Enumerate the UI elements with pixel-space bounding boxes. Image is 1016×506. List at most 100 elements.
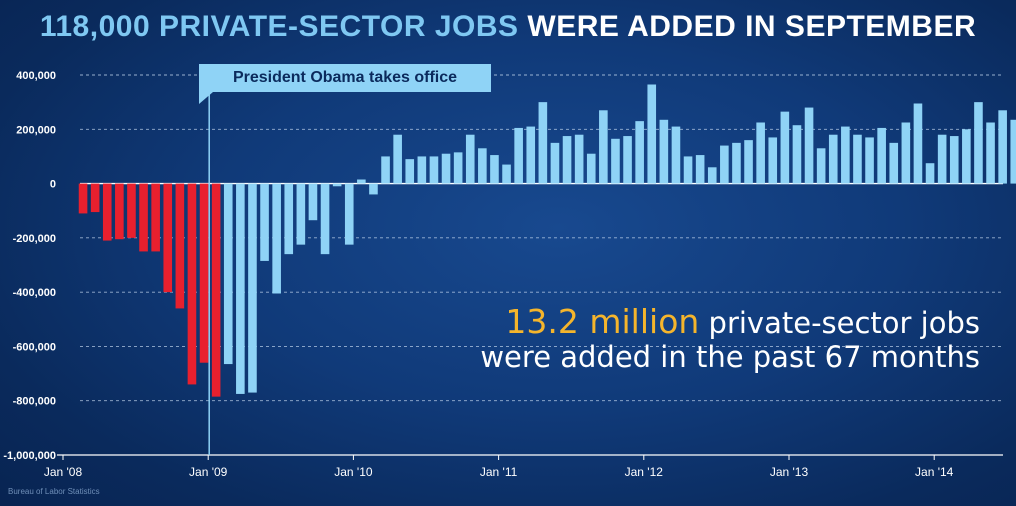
y-tick-label: 200,000 [16, 124, 56, 136]
bar [683, 156, 693, 184]
bar [441, 153, 451, 184]
x-tick-label: Jan '10 [334, 465, 373, 479]
bar [780, 111, 790, 184]
summary-line-2: were added in the past 67 months [480, 340, 980, 374]
bar [538, 102, 548, 184]
bar [127, 183, 136, 238]
bar [260, 183, 269, 261]
bar [695, 155, 705, 184]
source-credit: Bureau of Labor Statistics [8, 487, 100, 496]
bar [393, 134, 402, 184]
bar [853, 134, 862, 184]
bar [369, 183, 378, 195]
bar [841, 126, 850, 184]
bar [792, 125, 802, 184]
bar [611, 138, 620, 184]
bar [599, 110, 608, 184]
x-tick-label: Jan '12 [625, 465, 664, 479]
headline-rest: WERE ADDED IN SEPTEMBER [527, 10, 977, 43]
bar [623, 136, 632, 184]
bar [453, 152, 463, 184]
summary-line-1: 13.2 million private-sector jobs [440, 302, 980, 341]
bar [115, 183, 124, 240]
bar [78, 183, 88, 214]
bar [490, 155, 499, 184]
summary-line-1-rest: private-sector jobs [708, 306, 980, 340]
x-tick-label: Jan '09 [189, 465, 228, 479]
bar [405, 159, 415, 184]
bar [102, 183, 112, 241]
bar [720, 145, 729, 184]
summary-stat: 13.2 million private-sector jobs were ad… [440, 302, 980, 375]
bar [296, 183, 306, 245]
bar [732, 142, 741, 184]
bar [925, 163, 935, 184]
bar [139, 183, 148, 252]
bar [478, 148, 487, 184]
bar [901, 122, 911, 184]
bar [635, 121, 644, 184]
bar [1010, 119, 1016, 184]
bar [768, 137, 778, 184]
y-axis: 400,000 200,000 0 -200,000 -400,000 -600,000 -… [3, 70, 56, 462]
bar [248, 183, 257, 393]
x-tick-label: Jan '13 [770, 465, 809, 479]
bar [90, 183, 100, 213]
bar [949, 136, 959, 184]
bar [865, 137, 874, 184]
bar [187, 183, 197, 385]
y-tick-label: -1,000,000 [3, 450, 56, 462]
bar [889, 142, 899, 184]
bar [756, 122, 765, 184]
bar [211, 183, 221, 397]
bar [272, 183, 281, 294]
bar [562, 136, 572, 184]
bar [236, 183, 245, 394]
bar [284, 183, 294, 255]
bar [913, 103, 923, 184]
bar [998, 110, 1007, 184]
bar [381, 156, 390, 184]
y-tick-label: 400,000 [16, 70, 56, 82]
bar [744, 140, 753, 184]
y-tick-label: -200,000 [13, 233, 56, 245]
bar [877, 127, 886, 184]
bar [550, 142, 560, 184]
bar [151, 183, 160, 252]
y-tick-label: -600,000 [13, 341, 56, 353]
y-tick-label: 0 [50, 179, 56, 191]
bar [526, 126, 536, 184]
bar [986, 122, 995, 184]
summary-highlight: 13.2 million [505, 302, 700, 341]
x-tick-label: Jan '11 [480, 465, 518, 479]
x-tick-label: Jan '14 [915, 465, 954, 479]
bar [175, 183, 185, 309]
bar [574, 134, 584, 184]
bar [659, 119, 669, 184]
bar [357, 179, 366, 184]
bar [937, 134, 947, 184]
bars [78, 84, 1016, 397]
bar [344, 183, 354, 245]
bar [163, 183, 173, 293]
bar [223, 183, 233, 365]
bar [332, 183, 342, 187]
bar [586, 153, 596, 184]
bar [828, 134, 838, 184]
bar [417, 156, 427, 184]
bar [816, 148, 826, 184]
bar [199, 183, 209, 363]
x-tick-label: Jan '08 [44, 465, 83, 479]
bar [429, 156, 439, 184]
bar [707, 167, 717, 184]
bar [502, 164, 511, 184]
headline: 118,000 PRIVATE-SECTOR JOBS WERE ADDED I… [0, 10, 1016, 44]
bar [647, 84, 657, 184]
bar [308, 183, 318, 221]
bar [514, 127, 523, 184]
bar [465, 134, 475, 184]
bar [804, 107, 814, 184]
headline-highlight: 118,000 PRIVATE-SECTOR JOBS [39, 10, 519, 43]
y-tick-label: -400,000 [13, 287, 56, 299]
